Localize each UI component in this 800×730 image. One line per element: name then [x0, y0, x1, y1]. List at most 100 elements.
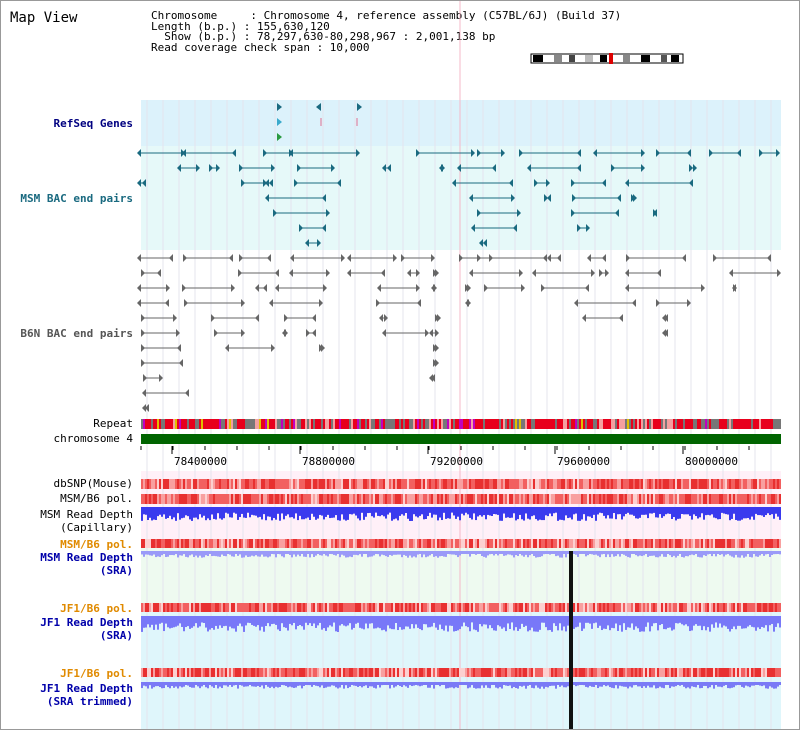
polymorphism-segment: [423, 479, 425, 489]
read-depth-bar: [321, 551, 323, 556]
read-depth-bar: [529, 551, 531, 556]
read-depth-bar: [391, 507, 393, 521]
feature-arrow: [177, 164, 181, 172]
polymorphism-segment: [229, 603, 231, 612]
read-depth-bar: [565, 551, 567, 558]
read-depth-bar: [207, 682, 209, 689]
polymorphism-segment: [355, 603, 357, 612]
read-depth-bar: [387, 507, 389, 515]
read-depth-bar: [243, 507, 245, 518]
read-depth-bar: [411, 616, 413, 625]
read-depth-bar: [161, 682, 163, 689]
polymorphism-segment: [651, 603, 653, 612]
polymorphism-segment: [413, 479, 415, 489]
polymorphism-segment: [673, 603, 675, 612]
read-depth-bar: [455, 551, 457, 556]
read-depth-bar: [321, 682, 323, 686]
polymorphism-segment: [643, 494, 645, 504]
repeat-segment: [377, 419, 379, 429]
read-depth-bar: [689, 616, 691, 632]
read-depth-bar: [627, 616, 629, 628]
polymorphism-segment: [511, 494, 513, 504]
polymorphism-segment: [205, 494, 207, 504]
polymorphism-segment: [673, 494, 675, 504]
feature-arrow: [290, 254, 294, 262]
polymorphism-segment: [397, 479, 399, 489]
polymorphism-segment: [443, 603, 445, 612]
polymorphism-segment: [451, 668, 453, 677]
read-depth-bar: [601, 616, 603, 631]
chromosome-bar[interactable]: [141, 434, 781, 444]
repeat-segment: [307, 419, 309, 429]
read-depth-bar: [631, 507, 633, 515]
polymorphism-segment: [627, 603, 629, 612]
refseq-features[interactable]: [277, 103, 362, 141]
feature-arrow: [393, 254, 397, 262]
read-depth-bar: [397, 616, 399, 631]
read-depth-bar: [259, 507, 261, 517]
polymorphism-segment: [517, 603, 519, 612]
feature-arrow: [211, 314, 215, 322]
polymorphism-segment: [329, 539, 331, 548]
feature-arrow: [435, 344, 439, 352]
polymorphism-segment: [437, 668, 439, 677]
polymorphism-segment: [723, 479, 725, 489]
chromosome-ideogram[interactable]: [530, 53, 684, 64]
label-jf1-b6-pol-2: JF1/B6 pol.: [60, 667, 133, 680]
polymorphism-segment: [493, 603, 495, 612]
repeat-segment: [169, 419, 171, 429]
polymorphism-segment: [375, 603, 377, 612]
polymorphism-segment: [219, 539, 221, 548]
polymorphism-segment: [647, 668, 649, 677]
read-depth-bar: [257, 682, 259, 686]
polymorphism-segment: [401, 539, 403, 548]
polymorphism-segment: [187, 539, 189, 548]
read-depth-bar: [315, 616, 317, 628]
polymorphism-segment: [289, 479, 291, 489]
polymorphism-segment: [317, 494, 319, 504]
feature-arrow: [269, 299, 273, 307]
repeat-segment: [165, 419, 167, 429]
feature-arrow: [305, 239, 309, 247]
feature-arrow: [632, 299, 636, 307]
polymorphism-segment: [365, 479, 367, 489]
read-depth-bar: [565, 507, 567, 516]
b6n-bac-features[interactable]: [137, 254, 781, 412]
read-depth-bar: [319, 507, 321, 515]
polymorphism-segment: [733, 479, 735, 489]
polymorphism-segment: [723, 668, 725, 677]
polymorphism-segment: [417, 494, 419, 504]
polymorphism-segment: [583, 668, 585, 677]
polymorphism-segment: [173, 539, 175, 548]
polymorphism-segment: [737, 668, 739, 677]
polymorphism-segment: [391, 668, 393, 677]
polymorphism-segment: [443, 494, 445, 504]
read-depth-bar: [279, 616, 281, 632]
polymorphism-segment: [247, 539, 249, 548]
repeat-segment: [151, 419, 153, 429]
polymorphism-segment: [333, 668, 335, 677]
coverage-tracks[interactable]: [141, 479, 781, 689]
repeat-segment: [217, 419, 219, 429]
read-depth-bar: [629, 551, 631, 558]
repeat-segment: [763, 419, 765, 429]
polymorphism-segment: [339, 603, 341, 612]
read-depth-bar: [635, 616, 637, 627]
repeat-track[interactable]: [141, 419, 781, 429]
read-depth-bar: [779, 551, 781, 555]
polymorphism-segment: [149, 494, 151, 504]
polymorphism-segment: [767, 479, 769, 489]
polymorphism-segment: [519, 494, 521, 504]
polymorphism-segment: [251, 479, 253, 489]
polymorphism-segment: [303, 494, 305, 504]
repeat-segment: [403, 419, 405, 429]
msm-bac-features[interactable]: [137, 149, 780, 247]
polymorphism-segment: [419, 539, 421, 548]
polymorphism-segment: [493, 668, 495, 677]
repeat-segment: [179, 419, 181, 429]
read-depth-bar: [177, 507, 179, 514]
read-depth-bar: [149, 507, 151, 518]
repeat-segment: [517, 419, 519, 429]
polymorphism-segment: [195, 494, 197, 504]
